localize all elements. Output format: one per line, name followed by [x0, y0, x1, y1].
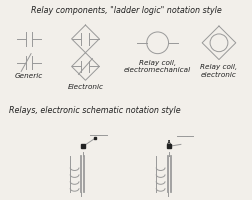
Text: Relay coil,
electronic: Relay coil, electronic	[200, 64, 237, 78]
Text: Electronic: Electronic	[67, 84, 103, 90]
Text: Relays, electronic schematic notation style: Relays, electronic schematic notation st…	[9, 106, 180, 115]
Text: Relay coil,
electromechanical: Relay coil, electromechanical	[123, 60, 191, 73]
Text: Relay components, "ladder logic" notation style: Relay components, "ladder logic" notatio…	[30, 6, 220, 15]
Text: Generic: Generic	[15, 73, 43, 79]
